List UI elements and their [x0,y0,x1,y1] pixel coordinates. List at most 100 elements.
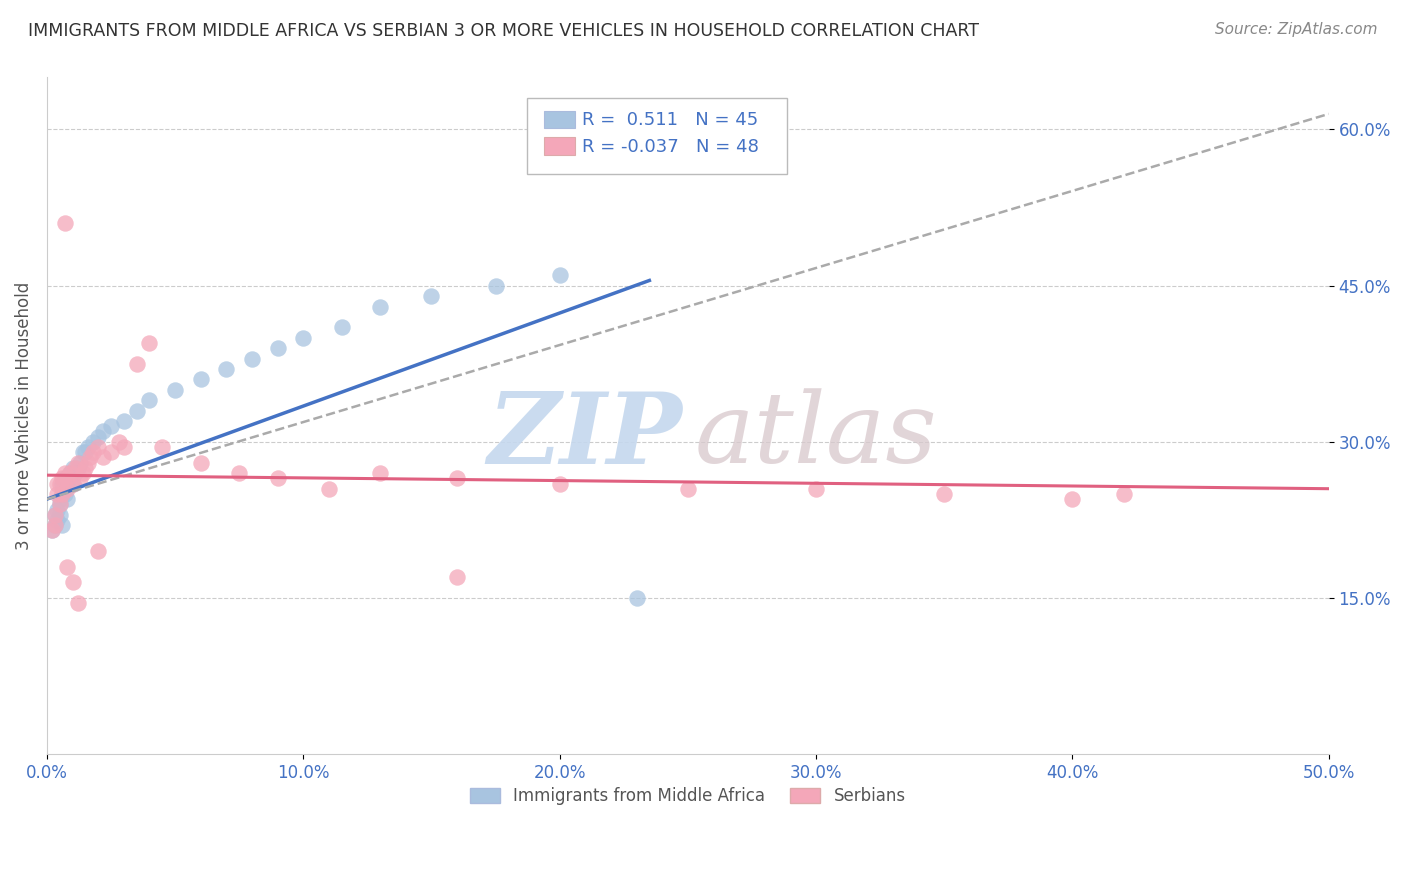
Point [59,466,82,480]
Point [53,466,76,480]
Point [44,508,66,522]
Point [446,570,468,584]
Text: Source: ZipAtlas.com: Source: ZipAtlas.com [1215,22,1378,37]
Point [51,476,73,491]
Point [240,351,263,366]
Point [368,300,391,314]
Point [484,278,506,293]
Point [56,482,79,496]
Point [82,434,104,449]
Point [48,497,70,511]
Point [56,559,79,574]
Text: R =  0.511   N = 45: R = 0.511 N = 45 [582,112,758,129]
Point [150,440,173,454]
Point [62,461,84,475]
Point [91,450,114,465]
Point [548,268,571,283]
Point [112,440,135,454]
Legend: Immigrants from Middle Africa, Serbians: Immigrants from Middle Africa, Serbians [461,779,914,814]
Point [48,492,70,507]
Text: ZIP: ZIP [488,388,683,484]
Point [77,440,100,454]
Point [69,471,91,485]
Point [138,335,160,350]
Point [548,476,571,491]
Point [215,362,238,376]
Point [228,466,250,480]
Point [56,471,79,485]
Point [59,471,82,485]
Point [79,450,101,465]
Y-axis label: 3 or more Vehicles in Household: 3 or more Vehicles in Household [15,282,32,550]
Point [368,466,391,480]
Point [63,466,86,480]
Point [44,518,66,533]
Point [107,434,129,449]
Point [1062,492,1084,507]
Point [53,216,76,230]
Point [51,518,73,533]
Point [420,289,443,303]
Point [66,596,89,610]
Point [48,476,70,491]
Point [190,372,212,386]
Point [190,456,212,470]
Point [138,393,160,408]
Point [48,497,70,511]
Point [44,518,66,533]
Text: atlas: atlas [695,389,938,483]
Point [56,492,79,507]
Point [87,440,110,454]
Point [51,487,73,501]
Point [75,445,97,459]
Point [53,471,76,485]
Point [292,331,315,345]
Point [51,487,73,501]
Point [266,471,288,485]
Point [87,430,110,444]
Point [934,487,956,501]
Point [1112,487,1135,501]
Point [59,466,82,480]
Text: R = -0.037   N = 48: R = -0.037 N = 48 [582,138,759,156]
Point [75,461,97,475]
Point [46,476,69,491]
Point [91,425,114,439]
Point [62,476,84,491]
Point [46,513,69,527]
Point [62,476,84,491]
Point [77,456,100,470]
Point [87,544,110,558]
Point [100,419,122,434]
Point [125,403,148,417]
Point [676,482,699,496]
Point [46,487,69,501]
Point [69,456,91,470]
Point [72,445,94,459]
Point [62,575,84,590]
Point [46,502,69,516]
Point [125,357,148,371]
Point [41,524,63,538]
Point [51,471,73,485]
Point [330,320,353,334]
Point [56,476,79,491]
Point [318,482,340,496]
Point [66,461,89,475]
Point [53,487,76,501]
Point [165,383,187,397]
Point [53,482,76,496]
Point [446,471,468,485]
Point [66,456,89,470]
Point [112,414,135,428]
Point [63,461,86,475]
Point [72,466,94,480]
Point [804,482,827,496]
Point [48,508,70,522]
Point [100,445,122,459]
Text: IMMIGRANTS FROM MIDDLE AFRICA VS SERBIAN 3 OR MORE VEHICLES IN HOUSEHOLD CORRELA: IMMIGRANTS FROM MIDDLE AFRICA VS SERBIAN… [28,22,979,40]
Point [626,591,648,605]
Point [44,508,66,522]
Point [82,445,104,459]
Point [41,524,63,538]
